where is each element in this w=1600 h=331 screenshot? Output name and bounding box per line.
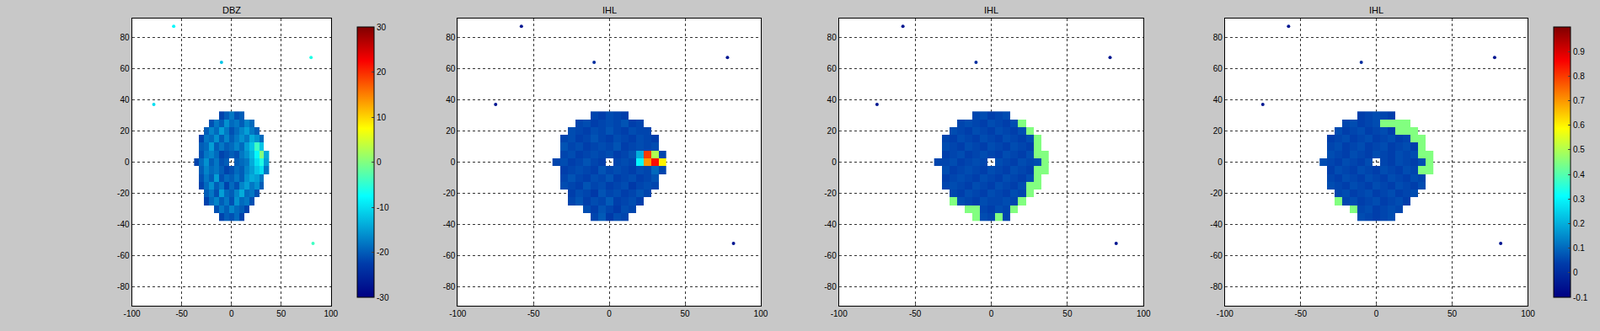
svg-text:-80: -80 <box>117 282 130 292</box>
svg-text:0.8: 0.8 <box>1573 71 1585 81</box>
svg-text:0: 0 <box>606 309 612 319</box>
svg-text:-100: -100 <box>830 309 848 319</box>
svg-text:10: 10 <box>376 112 387 123</box>
svg-text:-10: -10 <box>376 203 390 213</box>
svg-text:20: 20 <box>445 126 456 136</box>
svg-text:IHL: IHL <box>1369 5 1384 16</box>
svg-text:40: 40 <box>1213 95 1224 105</box>
svg-text:IHL: IHL <box>602 5 617 16</box>
svg-text:60: 60 <box>445 64 456 74</box>
svg-text:50: 50 <box>276 309 287 319</box>
svg-text:100: 100 <box>1136 309 1151 319</box>
svg-text:0.6: 0.6 <box>1573 120 1585 130</box>
svg-text:20: 20 <box>376 67 387 77</box>
svg-text:0.7: 0.7 <box>1573 96 1585 106</box>
svg-text:-50: -50 <box>527 309 541 319</box>
svg-text:0.2: 0.2 <box>1573 219 1585 229</box>
svg-text:-40: -40 <box>443 219 456 230</box>
svg-text:IHL: IHL <box>984 5 999 16</box>
svg-text:30: 30 <box>376 22 387 33</box>
svg-text:-100: -100 <box>123 309 141 319</box>
svg-text:80: 80 <box>1213 32 1224 43</box>
svg-text:0.1: 0.1 <box>1573 243 1585 253</box>
svg-text:40: 40 <box>119 95 130 105</box>
svg-text:-100: -100 <box>1216 309 1234 319</box>
svg-text:60: 60 <box>1213 64 1224 74</box>
svg-text:-60: -60 <box>824 251 837 261</box>
svg-text:-50: -50 <box>1294 309 1308 319</box>
svg-text:-20: -20 <box>1209 188 1223 198</box>
svg-text:50: 50 <box>1062 309 1073 319</box>
svg-text:-60: -60 <box>117 251 130 261</box>
svg-text:-30: -30 <box>376 293 390 303</box>
svg-text:20: 20 <box>1213 126 1224 136</box>
svg-text:0.9: 0.9 <box>1573 47 1585 57</box>
svg-text:-0.1: -0.1 <box>1573 293 1589 303</box>
svg-text:-60: -60 <box>443 251 456 261</box>
svg-text:80: 80 <box>119 32 130 43</box>
svg-text:-20: -20 <box>376 247 390 257</box>
svg-text:-60: -60 <box>1209 251 1223 261</box>
svg-text:20: 20 <box>119 126 130 136</box>
svg-text:0.5: 0.5 <box>1573 144 1585 155</box>
svg-text:0: 0 <box>124 157 130 167</box>
svg-text:-80: -80 <box>443 282 456 292</box>
svg-text:0.3: 0.3 <box>1573 194 1585 204</box>
svg-text:0.4: 0.4 <box>1573 170 1585 180</box>
svg-text:0: 0 <box>450 157 456 167</box>
svg-text:100: 100 <box>1520 309 1536 319</box>
svg-text:0: 0 <box>376 157 382 167</box>
svg-text:0: 0 <box>831 157 837 167</box>
svg-text:-20: -20 <box>117 188 130 198</box>
svg-text:-80: -80 <box>1209 282 1223 292</box>
svg-text:-50: -50 <box>909 309 922 319</box>
svg-text:-50: -50 <box>175 309 188 319</box>
svg-text:0: 0 <box>1573 267 1579 278</box>
svg-text:80: 80 <box>827 32 838 43</box>
svg-text:50: 50 <box>1447 309 1458 319</box>
svg-text:-40: -40 <box>824 219 837 230</box>
svg-text:0: 0 <box>989 309 995 319</box>
svg-text:-20: -20 <box>824 188 837 198</box>
svg-text:100: 100 <box>754 309 769 319</box>
svg-text:60: 60 <box>119 64 130 74</box>
svg-text:-20: -20 <box>443 188 456 198</box>
svg-text:80: 80 <box>445 32 456 43</box>
svg-text:-40: -40 <box>117 219 130 230</box>
svg-text:0: 0 <box>1217 157 1223 167</box>
svg-text:DBZ: DBZ <box>222 5 241 16</box>
svg-text:100: 100 <box>323 309 338 319</box>
svg-text:0: 0 <box>229 309 235 319</box>
svg-text:-40: -40 <box>1209 219 1223 230</box>
svg-text:50: 50 <box>679 309 691 319</box>
svg-text:0: 0 <box>1374 309 1380 319</box>
svg-text:-80: -80 <box>824 282 837 292</box>
svg-text:-100: -100 <box>449 309 466 319</box>
svg-text:40: 40 <box>445 95 456 105</box>
svg-text:60: 60 <box>827 64 838 74</box>
svg-text:20: 20 <box>827 126 838 136</box>
svg-text:40: 40 <box>827 95 838 105</box>
